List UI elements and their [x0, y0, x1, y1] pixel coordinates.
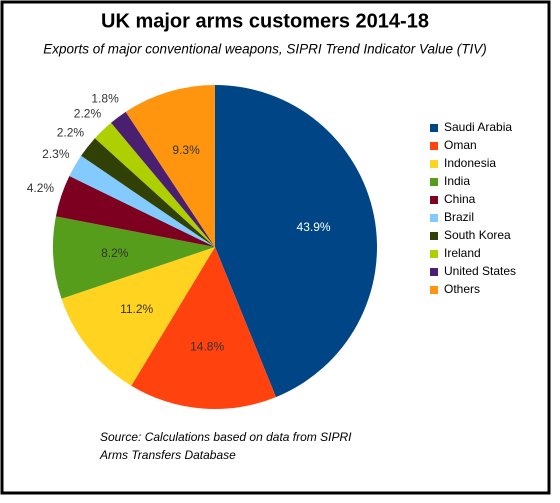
legend-swatch [430, 232, 438, 240]
chart-title: UK major arms customers 2014-18 [101, 10, 429, 32]
pie-slice [52, 216, 215, 299]
legend-label: Brazil [444, 210, 474, 224]
legend-swatch [430, 178, 438, 186]
pie-slice [125, 85, 215, 247]
legend-swatch [430, 142, 438, 150]
pie-slice [215, 85, 377, 398]
legend-swatch [430, 214, 438, 222]
source-note: Source: Calculations based on data from … [100, 430, 352, 444]
legend-label: Indonesia [444, 156, 496, 170]
legend-label: Saudi Arabia [444, 120, 512, 134]
value-label: 43.9% [297, 220, 331, 234]
legend-swatch [430, 286, 438, 294]
legend-swatch [430, 250, 438, 258]
value-label: 11.2% [120, 302, 153, 316]
chart-subtitle: Exports of major conventional weapons, S… [43, 42, 486, 57]
value-label: 1.8% [91, 92, 119, 106]
source-note: Arms Transfers Database [99, 448, 236, 462]
value-label: 8.2% [101, 246, 129, 260]
value-label: 14.8% [190, 339, 224, 353]
value-label: 2.3% [42, 147, 70, 161]
legend-swatch [430, 196, 438, 204]
legend-swatch [430, 160, 438, 168]
value-label: 4.2% [27, 181, 55, 195]
legend-label: Ireland [444, 246, 481, 260]
legend-label: United States [444, 264, 516, 278]
legend-swatch [430, 124, 438, 132]
pie-slice [61, 247, 216, 386]
legend-label: Oman [444, 138, 477, 152]
legend-label: China [444, 192, 476, 206]
value-label: 2.2% [74, 107, 102, 121]
pie-slice [55, 176, 216, 247]
value-label: 2.2% [57, 125, 85, 139]
value-label: 9.3% [172, 143, 200, 157]
legend-label: South Korea [444, 228, 511, 242]
legend-label: Others [444, 282, 480, 296]
legend-swatch [430, 268, 438, 276]
pie-slice [94, 122, 215, 247]
pie-slice [81, 138, 216, 247]
pie-slice [131, 247, 276, 409]
pie-slice [69, 155, 216, 247]
legend-label: India [444, 174, 470, 188]
pie-slice [111, 111, 215, 247]
